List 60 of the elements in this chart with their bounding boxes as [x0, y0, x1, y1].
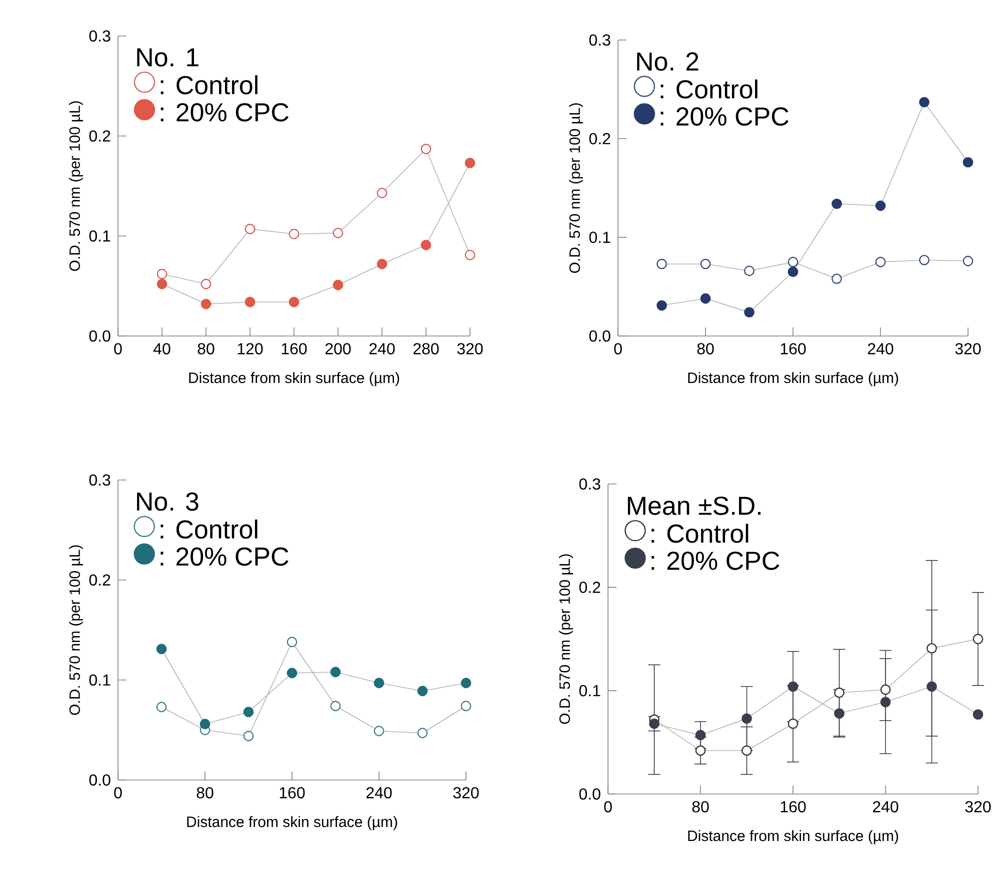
- x-tick-label: 320: [955, 343, 981, 354]
- legend-title: Mean ±S.D.: [628, 496, 761, 516]
- legend-label: : 20% CPC: [160, 103, 288, 122]
- legend-label: : Control: [160, 75, 258, 94]
- legend-label: : 20% CPC: [660, 107, 788, 126]
- y-tick-label: 0.0: [589, 330, 610, 342]
- x-tick-label: 120: [238, 343, 263, 354]
- x-tick-label: 160: [280, 787, 305, 798]
- x-axis-title: Distance from skin surface (µm): [187, 816, 398, 830]
- y-tick-label: 0.1: [89, 674, 110, 686]
- legend-label: : 20% CPC: [160, 547, 288, 566]
- y-tick-label: 0.0: [579, 788, 600, 800]
- legend-label: : Control: [160, 520, 258, 539]
- y-tick-label: 0.2: [579, 582, 600, 593]
- legend-label: : 20% CPC: [652, 552, 780, 570]
- x-tick-label: 80: [692, 801, 709, 812]
- x-axis-title: Distance from skin surface (µm): [688, 830, 898, 844]
- y-axis-title: O.D. 570 nm (per 100 µL): [569, 103, 583, 273]
- x-tick-label: 240: [872, 801, 898, 812]
- y-tick-label: 0.0: [89, 774, 110, 786]
- y-axis-title: O.D. 570 nm (per 100 µL): [68, 101, 83, 271]
- y-axis-title: O.D. 570 nm (per 100 µL): [68, 545, 83, 715]
- legend-title: No. 3: [137, 492, 198, 511]
- x-tick-label: 0: [614, 343, 622, 354]
- legend-title: No. 1: [137, 48, 198, 67]
- x-tick-label: 320: [453, 787, 479, 798]
- x-tick-label: 160: [780, 801, 806, 812]
- y-axis-title: O.D. 570 nm (per 100 µL): [559, 554, 573, 724]
- x-tick-label: 320: [965, 801, 991, 812]
- x-tick-label: 160: [282, 343, 307, 354]
- x-tick-label: 0: [114, 787, 122, 798]
- y-tick-label: 0.2: [89, 130, 110, 142]
- x-tick-label: 80: [198, 343, 214, 354]
- x-tick-label: 240: [366, 787, 392, 798]
- legend-label: : Control: [652, 524, 748, 543]
- x-tick-label: 80: [697, 343, 714, 354]
- y-tick-label: 0.0: [89, 330, 110, 342]
- x-tick-label: 320: [457, 343, 483, 354]
- y-tick-label: 0.2: [89, 574, 110, 586]
- x-tick-label: 240: [369, 343, 395, 354]
- y-tick-label: 0.1: [589, 232, 610, 243]
- x-tick-label: 40: [153, 343, 170, 354]
- x-tick-label: 0: [114, 343, 122, 354]
- y-tick-label: 0.3: [89, 30, 110, 42]
- x-tick-label: 240: [868, 343, 894, 354]
- y-tick-label: 0.3: [579, 478, 600, 490]
- x-tick-label: 280: [413, 343, 439, 354]
- y-tick-label: 0.1: [579, 685, 600, 696]
- x-tick-label: 160: [780, 343, 806, 354]
- x-axis-title: Distance from skin surface (µm): [688, 372, 898, 386]
- x-tick-label: 0: [604, 801, 612, 812]
- y-tick-label: 0.1: [89, 230, 110, 242]
- y-tick-label: 0.3: [89, 474, 110, 486]
- x-axis-title: Distance from skin surface (µm): [189, 372, 400, 386]
- y-tick-label: 0.3: [589, 34, 610, 46]
- legend-label: : Control: [660, 79, 758, 99]
- x-tick-label: 200: [325, 343, 351, 354]
- legend-title: No. 2: [637, 52, 698, 71]
- y-tick-label: 0.2: [589, 133, 610, 144]
- x-tick-label: 80: [196, 787, 214, 798]
